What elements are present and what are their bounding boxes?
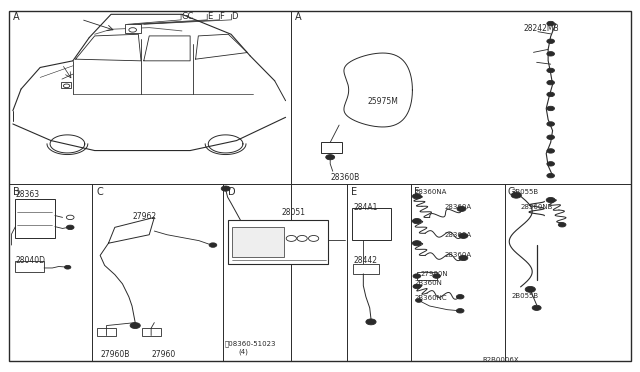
Circle shape xyxy=(459,256,468,260)
Text: C: C xyxy=(97,187,104,197)
Circle shape xyxy=(547,149,554,153)
Circle shape xyxy=(547,106,554,111)
Circle shape xyxy=(525,286,536,292)
Text: 28051: 28051 xyxy=(282,208,306,217)
Circle shape xyxy=(413,284,420,289)
Circle shape xyxy=(456,295,464,299)
Bar xyxy=(15,261,44,272)
Circle shape xyxy=(130,323,140,328)
Text: 25975M: 25975M xyxy=(367,97,398,106)
Bar xyxy=(232,227,284,257)
Circle shape xyxy=(412,218,421,224)
Circle shape xyxy=(547,92,554,97)
Bar xyxy=(141,328,161,336)
Circle shape xyxy=(546,198,555,203)
Bar xyxy=(15,199,55,238)
Text: 2B055B: 2B055B xyxy=(511,189,538,195)
Circle shape xyxy=(326,155,335,160)
Bar xyxy=(353,263,379,274)
Text: R2B0006X: R2B0006X xyxy=(483,357,519,363)
Text: G: G xyxy=(508,187,515,197)
Text: D: D xyxy=(232,13,238,22)
Text: GC: GC xyxy=(181,13,193,22)
Circle shape xyxy=(65,265,71,269)
Circle shape xyxy=(547,173,554,178)
Text: 28360NB: 28360NB xyxy=(521,205,553,211)
Circle shape xyxy=(456,309,464,313)
Circle shape xyxy=(532,305,541,310)
Text: 2B360N: 2B360N xyxy=(414,280,442,286)
Circle shape xyxy=(547,80,554,85)
Circle shape xyxy=(547,21,554,26)
Bar xyxy=(125,25,141,33)
Text: 28040D: 28040D xyxy=(15,256,45,265)
Text: B: B xyxy=(13,187,20,197)
Circle shape xyxy=(547,39,554,44)
Circle shape xyxy=(547,52,554,56)
Text: A: A xyxy=(294,13,301,22)
Text: Ⓢ08360-51023: Ⓢ08360-51023 xyxy=(225,340,276,347)
Circle shape xyxy=(457,206,466,211)
Text: 28363: 28363 xyxy=(15,190,40,199)
Circle shape xyxy=(412,194,421,199)
Bar xyxy=(228,220,328,263)
Text: 284A1: 284A1 xyxy=(354,203,378,212)
Text: 28360NA: 28360NA xyxy=(414,189,447,195)
Text: 28360A: 28360A xyxy=(444,232,472,238)
Text: 28242MB: 28242MB xyxy=(524,23,559,32)
Bar xyxy=(61,81,71,88)
Circle shape xyxy=(547,68,554,73)
Circle shape xyxy=(433,274,440,278)
Circle shape xyxy=(221,186,230,191)
Circle shape xyxy=(209,243,217,247)
Text: A: A xyxy=(13,13,19,22)
Circle shape xyxy=(412,241,421,246)
Text: 27900N: 27900N xyxy=(420,271,447,277)
Text: E: E xyxy=(207,13,212,22)
Text: 2B055B: 2B055B xyxy=(511,293,538,299)
Text: 27960B: 27960B xyxy=(100,350,129,359)
Bar xyxy=(97,328,116,336)
Circle shape xyxy=(547,122,554,126)
Circle shape xyxy=(413,274,420,278)
Text: 28360B: 28360B xyxy=(330,173,360,182)
Text: (4): (4) xyxy=(239,349,248,355)
Text: F: F xyxy=(220,13,224,22)
Circle shape xyxy=(415,299,422,302)
Bar xyxy=(352,208,392,240)
Circle shape xyxy=(547,135,554,140)
Text: F: F xyxy=(414,187,420,197)
Text: E: E xyxy=(351,187,356,197)
Circle shape xyxy=(366,319,376,325)
Bar xyxy=(321,142,342,153)
Text: D: D xyxy=(228,187,236,197)
Text: 28360A: 28360A xyxy=(444,205,472,211)
Text: 27960: 27960 xyxy=(151,350,175,359)
Text: 2B360NC: 2B360NC xyxy=(414,295,447,301)
Text: 27962: 27962 xyxy=(132,212,156,221)
Circle shape xyxy=(459,233,468,238)
Circle shape xyxy=(558,222,566,227)
Bar xyxy=(417,272,437,280)
Circle shape xyxy=(511,192,522,198)
Circle shape xyxy=(67,225,74,230)
Text: 28360A: 28360A xyxy=(444,253,472,259)
Text: 28442: 28442 xyxy=(354,256,378,265)
Circle shape xyxy=(547,161,554,166)
